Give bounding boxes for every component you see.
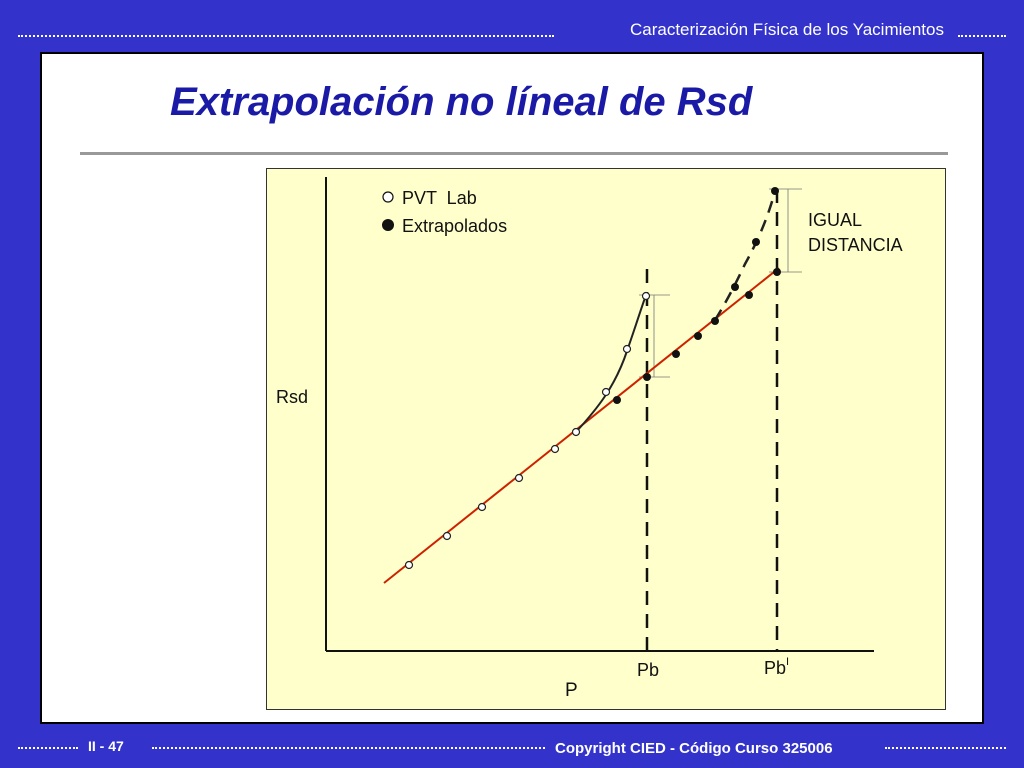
lab-point bbox=[641, 291, 651, 301]
extrapolated-point bbox=[745, 291, 753, 299]
footer-rule-left bbox=[18, 747, 78, 749]
lab-point bbox=[550, 444, 560, 454]
page-number: II - 47 bbox=[88, 738, 124, 754]
lab-nonlinear-curve bbox=[575, 294, 647, 433]
pb-prime-superscript: I bbox=[786, 656, 789, 668]
extrapolated-point bbox=[643, 373, 651, 381]
lab-points bbox=[404, 291, 651, 570]
extrapolated-point bbox=[752, 238, 760, 246]
diagram-panel: PVT Lab Extrapolados IGUAL DISTANCIA Rsd… bbox=[266, 168, 946, 710]
extrapolated-point bbox=[731, 283, 739, 291]
header-rule-right bbox=[958, 35, 1006, 37]
extrapolated-point bbox=[613, 396, 621, 404]
header-rule-left bbox=[18, 35, 554, 37]
extrapolated-point bbox=[672, 350, 680, 358]
filled-circle-icon bbox=[382, 219, 394, 231]
title-divider bbox=[80, 152, 948, 155]
rsd-extrapolation-diagram: PVT Lab Extrapolados IGUAL DISTANCIA Rsd… bbox=[276, 177, 903, 701]
extrapolated-points bbox=[613, 187, 781, 404]
extrapolated-point bbox=[694, 332, 702, 340]
header-title: Caracterización Física de los Yacimiento… bbox=[629, 20, 944, 39]
lab-point bbox=[442, 531, 452, 541]
slide-title: Extrapolación no líneal de Rsd bbox=[170, 80, 753, 124]
copyright-text: Copyright CIED - Código Curso 325006 bbox=[555, 740, 833, 757]
annotation-line2: DISTANCIA bbox=[808, 235, 903, 255]
lab-point bbox=[477, 502, 487, 512]
pb-prime-label: PbI bbox=[764, 656, 789, 678]
pb-prime-text: Pb bbox=[764, 658, 786, 678]
footer-rule-right bbox=[885, 747, 1006, 749]
extrapolated-point bbox=[711, 317, 719, 325]
lab-point bbox=[514, 473, 524, 483]
slide-panel: Extrapolación no líneal de Rsd bbox=[40, 52, 984, 724]
legend-label-lab: PVT Lab bbox=[402, 188, 477, 208]
pb-label: Pb bbox=[637, 660, 659, 680]
lab-point bbox=[571, 427, 581, 437]
footer-rule-middle bbox=[152, 747, 545, 749]
extrapolated-point bbox=[771, 187, 779, 195]
lab-point bbox=[622, 344, 632, 354]
distance-bracket-pb bbox=[639, 294, 670, 378]
lab-point bbox=[404, 560, 414, 570]
open-circle-icon bbox=[382, 191, 394, 203]
extrapolated-curve bbox=[713, 190, 777, 321]
x-axis-label: P bbox=[565, 680, 578, 701]
extrapolated-point bbox=[773, 268, 781, 276]
legend-label-extrapolated: Extrapolados bbox=[402, 216, 507, 236]
legend: PVT Lab Extrapolados bbox=[382, 188, 507, 236]
y-axis-label: Rsd bbox=[276, 387, 308, 407]
distance-bracket-pb-prime bbox=[769, 188, 802, 273]
lab-point bbox=[601, 387, 611, 397]
annotation-line1: IGUAL bbox=[808, 210, 862, 230]
